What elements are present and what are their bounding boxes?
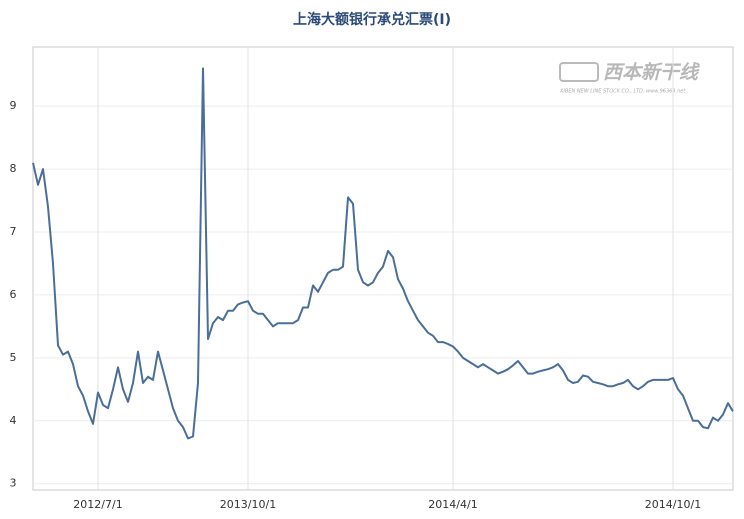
y-tick-label: 9: [10, 99, 17, 112]
y-tick-label: 5: [10, 351, 17, 364]
x-tick-label: 2012/7/1: [73, 498, 122, 511]
x-tick-label: 2014/10/1: [645, 498, 701, 511]
y-tick-label: 7: [10, 225, 17, 238]
x-tick-label: 2013/10/1: [220, 498, 276, 511]
y-tick-label: 6: [10, 288, 17, 301]
watermark: 西本新干线 XIBEN NEW LINE STOCK CO., LTD. www…: [559, 62, 700, 95]
watermark-logo: [559, 62, 599, 82]
chart-title: 上海大额银行承兑汇票(Ⅰ): [293, 11, 451, 28]
y-tick-label: 8: [10, 162, 17, 175]
plot-frame: [32, 46, 734, 491]
x-tick-label: 2014/4/1: [428, 498, 477, 511]
watermark-subtext: XIBEN NEW LINE STOCK CO., LTD. www.96369…: [559, 89, 686, 95]
y-tick-label: 3: [10, 477, 17, 490]
watermark-text: 西本新干线: [603, 62, 700, 84]
y-tick-label: 4: [10, 414, 17, 427]
line-series: [32, 67, 734, 440]
